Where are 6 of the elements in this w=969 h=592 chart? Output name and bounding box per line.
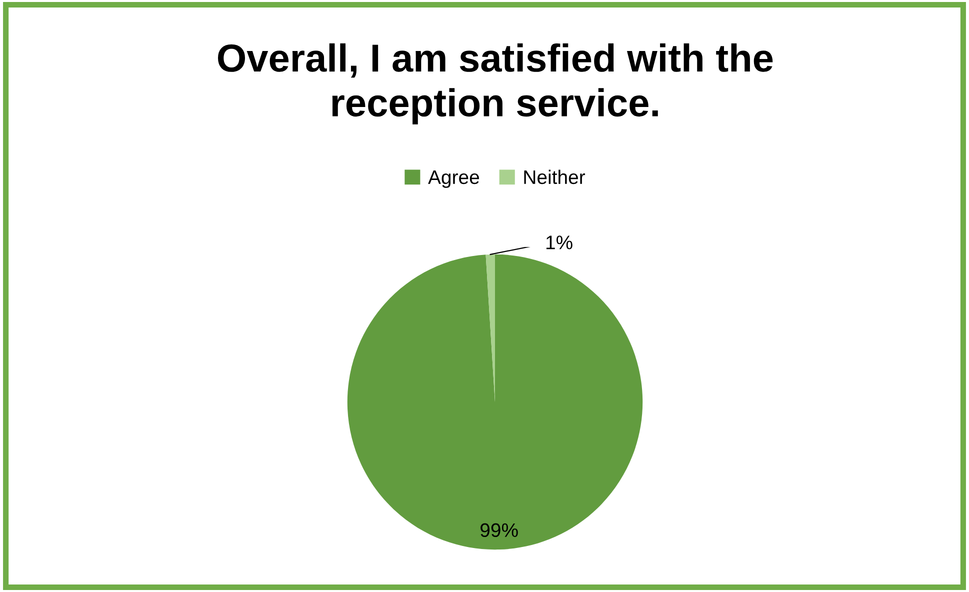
pie-slice bbox=[347, 254, 643, 550]
data-label: 99% bbox=[480, 523, 518, 538]
chart-title: Overall, I am satisfied with the reception service. bbox=[218, 43, 773, 124]
legend-label: Neither bbox=[524, 170, 586, 184]
data-label: 1% bbox=[546, 236, 572, 250]
legend-label: Agree bbox=[428, 170, 480, 188]
